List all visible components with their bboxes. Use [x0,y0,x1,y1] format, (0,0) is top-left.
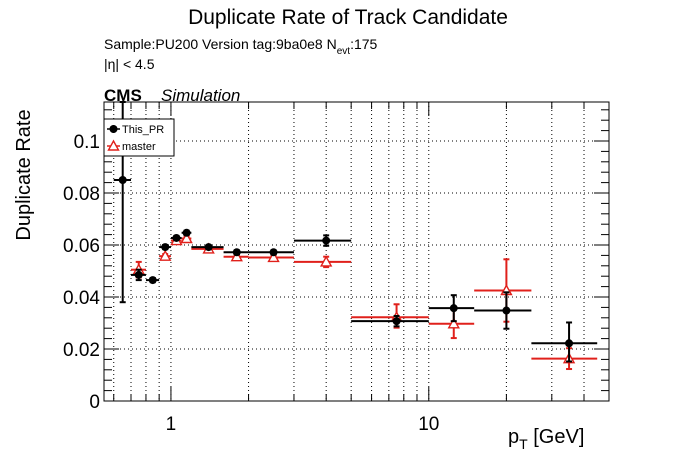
data-point [248,251,294,263]
data-point [531,321,598,363]
data-point [351,303,429,329]
legend-entry-this-pr: This_PR [107,124,164,136]
chart-title: Duplicate Rate of Track Candidate [188,6,508,29]
marker-open-triangle [267,251,280,263]
data-point [223,248,249,257]
marker-filled-circle [109,125,118,133]
data-point [293,234,352,247]
marker-filled-circle [269,248,278,257]
y-tick-label: 0.02 [63,340,100,361]
data-point [531,347,598,371]
data-point [191,243,224,252]
data-point [428,308,475,340]
data-point [248,248,294,257]
x-tick-label: 10 [418,414,439,435]
y-tick-label: 0.04 [63,288,100,309]
data-point [131,268,146,282]
data-point [351,314,429,328]
y-tick-label: 0 [89,392,100,413]
marker-filled-circle [161,243,170,252]
plot-frame [103,101,610,402]
sample-info: Sample:PU200 Version tag:9ba0e8 Nevt:175 [104,36,378,57]
y-tick-label: 0.08 [63,184,100,205]
marker-filled-circle [502,306,511,315]
data-point [159,243,171,252]
data-point [293,255,352,269]
legend-label: This_PR [122,124,164,136]
x-axis-label-sub: T [519,436,528,452]
data-point [170,233,182,242]
marker-filled-circle [449,304,458,313]
marker-open-triangle [159,249,172,261]
x-axis-label-p: p [508,426,519,448]
sample-line: Sample:PU200 Version tag:9ba0e8 N [104,36,337,52]
marker-filled-circle [392,317,401,326]
marker-open-triangle [319,255,333,267]
x-axis-label: pT [GeV] [508,426,584,452]
marker-filled-circle [565,339,574,348]
axes: 1 10 0 0.02 0.04 0.06 0.08 0.1 [63,101,610,435]
marker-open-triangle [107,139,120,151]
x-axis-label-unit: [GeV] [528,426,585,448]
data-point [428,294,475,323]
legend-label: master [122,141,156,153]
y-axis-label: Duplicate Rate [13,109,35,240]
marker-filled-circle [172,233,181,242]
marker-filled-circle [134,270,143,279]
grid-lines [104,102,609,401]
marker-filled-circle [118,176,127,184]
data-point [159,249,172,261]
cms-label: CMS [104,86,142,105]
y-tick-label: 0.1 [74,132,100,153]
marker-filled-circle [182,228,191,237]
data-point [181,228,192,237]
data-point [145,276,160,285]
legend-entry-master: master [107,139,156,153]
eta-cut-label: |η| < 4.5 [104,56,155,72]
simulation-label: Simulation [161,86,240,105]
marker-filled-circle [322,236,331,245]
data-point [474,291,532,330]
nevt-subscript: evt [337,46,351,57]
marker-open-triangle [180,232,193,244]
marker-filled-circle [148,276,157,285]
marker-open-triangle [447,317,460,329]
nevt-value: :175 [350,36,377,52]
data-point [474,258,532,323]
marker-filled-circle [204,243,213,252]
x-tick-label: 1 [166,414,177,435]
marker-filled-circle [232,248,241,257]
data-series [113,101,598,371]
y-tick-label: 0.06 [63,236,100,257]
